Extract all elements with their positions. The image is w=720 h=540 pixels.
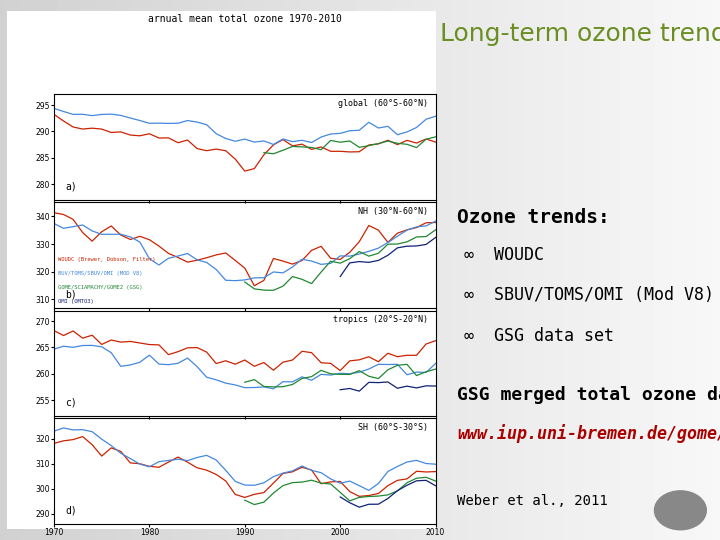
Text: OMI (OMTO3): OMI (OMTO3) [58, 299, 94, 303]
Text: tropics (20°S-20°N): tropics (20°S-20°N) [333, 315, 428, 323]
Text: a): a) [66, 181, 77, 191]
Text: ∞  SBUV/TOMS/OMI (Mod V8): ∞ SBUV/TOMS/OMI (Mod V8) [464, 286, 714, 304]
Text: www.iup.uni-bremen.de/gome/wfdoas: www.iup.uni-bremen.de/gome/wfdoas [457, 424, 720, 443]
Text: ∞  GSG data set: ∞ GSG data set [464, 327, 614, 345]
Text: b): b) [66, 289, 77, 299]
Circle shape [654, 491, 706, 530]
Text: BUV/TOMS/SBUV/OMI (MOD V8): BUV/TOMS/SBUV/OMI (MOD V8) [58, 271, 143, 276]
Text: Weber et al., 2011: Weber et al., 2011 [457, 494, 608, 508]
FancyBboxPatch shape [7, 11, 436, 529]
Text: c): c) [66, 397, 77, 407]
Text: GSG merged total ozone data:: GSG merged total ozone data: [457, 386, 720, 404]
Text: global (60°S-60°N): global (60°S-60°N) [338, 99, 428, 107]
Text: ∞  WOUDC: ∞ WOUDC [464, 246, 544, 264]
Text: NH (30°N-60°N): NH (30°N-60°N) [358, 207, 428, 215]
Text: GOME/SCIAMACHY/GOME2 (GSG): GOME/SCIAMACHY/GOME2 (GSG) [58, 285, 143, 290]
Text: Long-term ozone trends: Long-term ozone trends [441, 22, 720, 45]
Text: Ozone trends:: Ozone trends: [457, 208, 610, 227]
Text: SH (60°S-30°S): SH (60°S-30°S) [358, 423, 428, 431]
Text: WOUDC (Brewer, Dobson, Filter): WOUDC (Brewer, Dobson, Filter) [58, 258, 156, 262]
Text: arnual mean total ozone 1970-2010: arnual mean total ozone 1970-2010 [148, 14, 342, 24]
Text: d): d) [66, 505, 77, 515]
